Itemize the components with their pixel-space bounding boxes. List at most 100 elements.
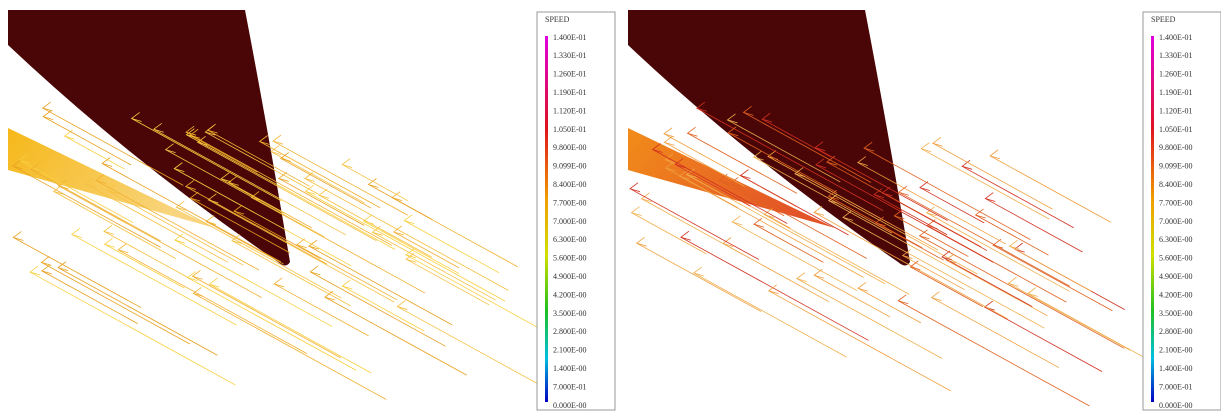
velocity-arrow <box>894 215 969 257</box>
arrow-head <box>304 172 316 182</box>
legend-label: 4.900E-00 <box>1159 272 1193 281</box>
arrow-head <box>70 228 82 238</box>
arrow-head <box>795 272 807 283</box>
velocity-arrow <box>53 191 177 259</box>
velocity-arrow <box>85 183 229 263</box>
arrow-head <box>192 287 204 297</box>
velocity-arrow <box>30 169 161 242</box>
velocity-arrow <box>664 141 745 187</box>
arrow-head <box>678 169 690 180</box>
legend-label: 1.120E-01 <box>1159 106 1193 115</box>
velocity-arrow <box>679 175 864 278</box>
velocity-arrow <box>641 198 744 256</box>
velocity-arrow <box>273 283 369 337</box>
velocity-arrow <box>270 151 365 204</box>
arrow-head <box>184 180 196 190</box>
arrow-head <box>295 238 307 249</box>
arrow-head <box>863 141 875 152</box>
arrow-head <box>983 300 995 311</box>
velocity-arrow <box>324 296 467 376</box>
legend-label: 1.190E-01 <box>1159 88 1193 97</box>
arrow-head <box>813 206 825 216</box>
velocity-arrow <box>189 134 258 173</box>
legend-label: 9.099E-00 <box>553 162 587 171</box>
velocity-arrow <box>768 290 952 392</box>
velocity-arrow <box>743 112 872 183</box>
velocity-arrow <box>304 178 509 291</box>
arrow-head <box>753 217 765 228</box>
arrow-head <box>106 184 118 194</box>
legend-label: 1.050E-01 <box>1159 125 1193 134</box>
arrow-head <box>794 167 806 178</box>
velocity-arrow <box>41 270 138 324</box>
velocity-arrow <box>875 222 944 261</box>
velocity-arrow <box>19 159 134 224</box>
velocity-arrow <box>372 231 496 301</box>
arrow-head <box>130 112 142 122</box>
arrow-head <box>761 112 773 123</box>
arrow-head <box>392 225 404 236</box>
velocity-arrow <box>898 191 1070 287</box>
legend-label: 4.200E-00 <box>1159 290 1193 299</box>
arrow-head <box>40 264 52 275</box>
velocity-arrow <box>727 119 841 183</box>
arrow-head <box>173 162 185 173</box>
arrow-head <box>42 110 54 121</box>
arrow-head <box>279 152 291 162</box>
velocity-arrow <box>687 132 798 194</box>
legend-label: 1.120E-01 <box>553 106 587 115</box>
velocity-arrow <box>740 175 849 236</box>
velocity-arrow <box>405 258 490 306</box>
velocity-arrow <box>209 283 372 374</box>
legend-label: 7.700E-00 <box>1159 198 1193 207</box>
arrow-head <box>992 238 1004 249</box>
velocity-arrow <box>228 182 313 229</box>
velocity-arrow <box>58 185 262 298</box>
velocity-arrow <box>813 212 1008 320</box>
velocity-arrow <box>945 259 1048 317</box>
velocity-arrow <box>989 155 1112 223</box>
velocity-arrow <box>961 165 1074 229</box>
arrow-head <box>185 128 197 139</box>
arrow-head <box>873 188 885 198</box>
arrow-head <box>95 174 107 184</box>
velocity-arrow <box>176 206 342 299</box>
legend-label: 7.000E-01 <box>1159 382 1193 391</box>
velocity-arrow <box>898 300 1090 407</box>
velocity-arrow <box>1009 245 1092 292</box>
arrow-head <box>945 253 957 264</box>
velocity-arrow <box>185 186 327 265</box>
velocity-arrow <box>926 212 1070 292</box>
velocity-arrow <box>192 275 341 359</box>
arrow-head <box>827 194 839 205</box>
velocity-arrow <box>693 272 847 358</box>
velocity-arrow <box>652 149 788 224</box>
legend-label: 0.000E-00 <box>553 401 587 410</box>
arrow-head <box>231 234 243 244</box>
velocity-arrow <box>636 242 762 312</box>
velocity-arrow <box>296 244 398 301</box>
arrow-head <box>207 193 219 204</box>
velocity-arrow <box>174 239 333 327</box>
legend-label: 3.500E-00 <box>553 309 587 318</box>
arrow-head <box>57 261 69 272</box>
velocity-arrow <box>165 149 325 238</box>
velocity-arrow <box>992 244 1113 312</box>
arrow-head <box>686 126 698 137</box>
arrow-head <box>258 135 270 145</box>
arrow-head <box>189 128 201 139</box>
arrow-head <box>629 182 641 193</box>
arrow-head <box>1007 276 1019 287</box>
velocity-arrow <box>815 164 994 263</box>
velocity-arrow <box>363 220 460 274</box>
arrow-head <box>308 239 320 250</box>
arrow-head <box>186 271 198 281</box>
velocity-arrow <box>665 167 739 209</box>
velocity-arrow <box>814 147 948 221</box>
velocity-arrow <box>910 266 984 308</box>
velocity-arrow <box>259 141 381 209</box>
legend-label: 2.100E-00 <box>553 346 587 355</box>
arrow-head <box>175 200 187 211</box>
hull <box>8 10 290 266</box>
